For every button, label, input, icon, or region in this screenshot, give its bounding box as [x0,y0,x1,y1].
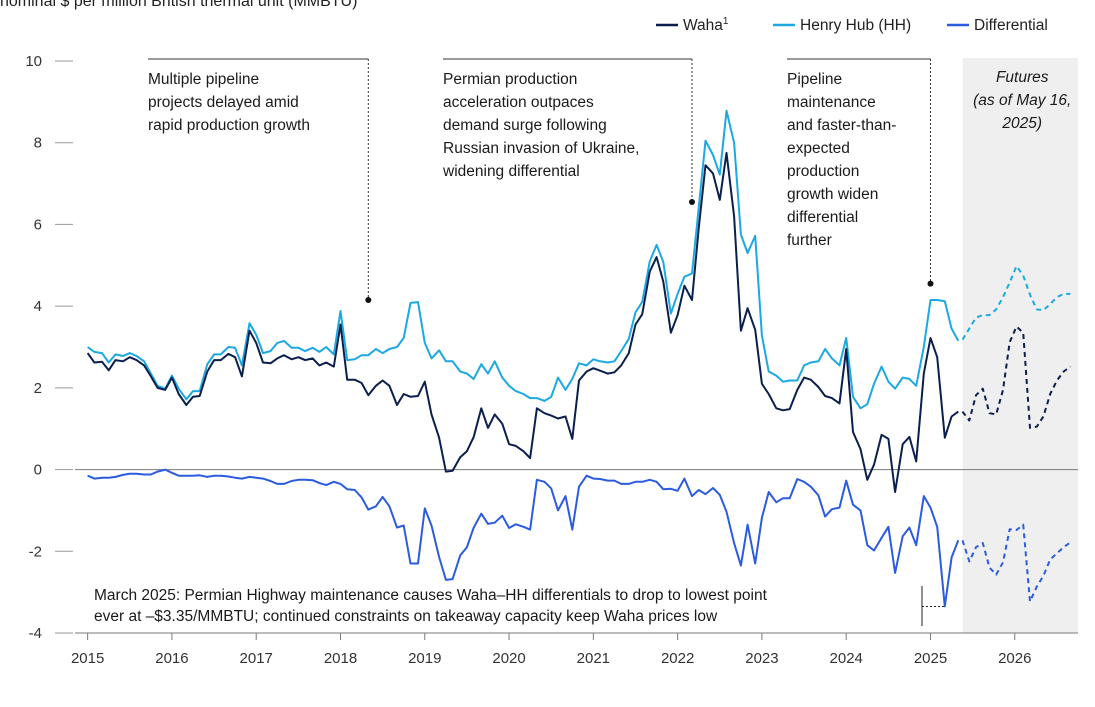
annotation-text-line: widening differential [442,163,580,180]
annotation-text-line: demand surge following [443,117,607,134]
x-tick-label: 2026 [998,650,1031,667]
annotation-text-line: Multiple pipeline [148,71,259,88]
annotation-text-line: Russian invasion of Ukraine, [443,140,639,157]
futures-label: Futures (as of May 16, 2025) [973,69,1071,132]
annotation-dot [927,280,934,287]
series-line-henry-hub-futures [961,265,1071,341]
futures-label-line: (as of May 16, [973,92,1071,109]
annotation-text-line: further [787,232,832,249]
annotation-text-line: rapid production growth [148,117,310,134]
legend-item: Differential [947,17,1048,34]
annotation-dot [365,297,372,304]
y-tick-label: -4 [29,625,42,642]
x-tick-label: 2021 [577,650,610,667]
series-line-henry-hub-hh- [87,109,960,410]
annotation-permian-acceleration: Permian production acceleration outpaces d… [442,58,695,205]
annotation-dot [688,198,695,205]
series-line-differential [87,468,960,608]
series-lines [86,109,1071,608]
y-tick-label: 8 [34,135,42,152]
annotation-text-line: and faster-than- [787,117,896,134]
x-tick-label: 2017 [240,650,273,667]
x-tick-label: 2018 [324,650,357,667]
legend-item: Waha1 [656,16,729,34]
annotation-march-2025: March 2025: Permian Highway maintenance … [94,586,945,626]
futures-label-line: Futures [996,69,1049,86]
y-tick-label: 6 [34,216,42,233]
annotation-text-line: differential [787,209,858,226]
series-line-differential-futures [961,523,1071,603]
y-tick-label: 4 [34,298,42,315]
annotation-pipeline-delays: Multiple pipeline projects delayed amid ra… [148,58,372,304]
x-tick-label: 2015 [71,650,104,667]
x-axis: 2015 2016 2017 2018 2019 2020 2021 2022 2023 2024… [71,632,1078,667]
annotation-text-line: production [787,163,859,180]
annotation-text-line: acceleration outpaces [443,94,594,111]
futures-shaded-region [962,58,1078,633]
annotation-text-line: maintenance [787,94,876,111]
legend-label: Differential [974,17,1048,34]
annotation-text-line: growth widen [787,186,878,203]
y-tick-label: 10 [25,53,42,70]
futures-label-line: 2025) [1001,115,1042,132]
series-line-waha [86,151,959,493]
y-axis-ticks: 10 8 6 4 2 0 -2 -4 [25,53,1078,642]
annotation-text-line: ever at –$3.35/MMBTU; continued constrai… [94,608,718,625]
annotation-text-line: Permian production [443,71,577,88]
x-tick-label: 2024 [830,650,863,667]
x-tick-label: 2023 [745,650,778,667]
y-tick-label: -2 [29,543,42,560]
x-tick-label: 2019 [408,650,441,667]
legend: Waha1 Henry Hub (HH) Differential [656,16,1048,34]
y-tick-label: 0 [34,462,42,479]
x-tick-label: 2020 [492,650,525,667]
x-tick-label: 2016 [155,650,188,667]
x-tick-label: 2025 [914,650,947,667]
annotation-text-line: March 2025: Permian Highway maintenance … [94,587,768,604]
annotation-pipeline-maintenance: Pipeline maintenance and faster-than-expec… [787,58,934,287]
legend-item: Henry Hub (HH) [773,17,911,34]
chart-subtitle: nominal $ per million British thermal un… [0,0,357,10]
y-tick-label: 2 [34,380,42,397]
annotations: Multiple pipeline projects delayed amid ra… [94,58,945,626]
annotation-text-line: projects delayed amid [148,94,299,111]
legend-label: Henry Hub (HH) [800,17,911,34]
x-tick-label: 2022 [661,650,694,667]
legend-label: Waha1 [683,16,729,34]
annotation-text-line: expected [787,140,850,157]
annotation-text-line: Pipeline [787,71,842,88]
